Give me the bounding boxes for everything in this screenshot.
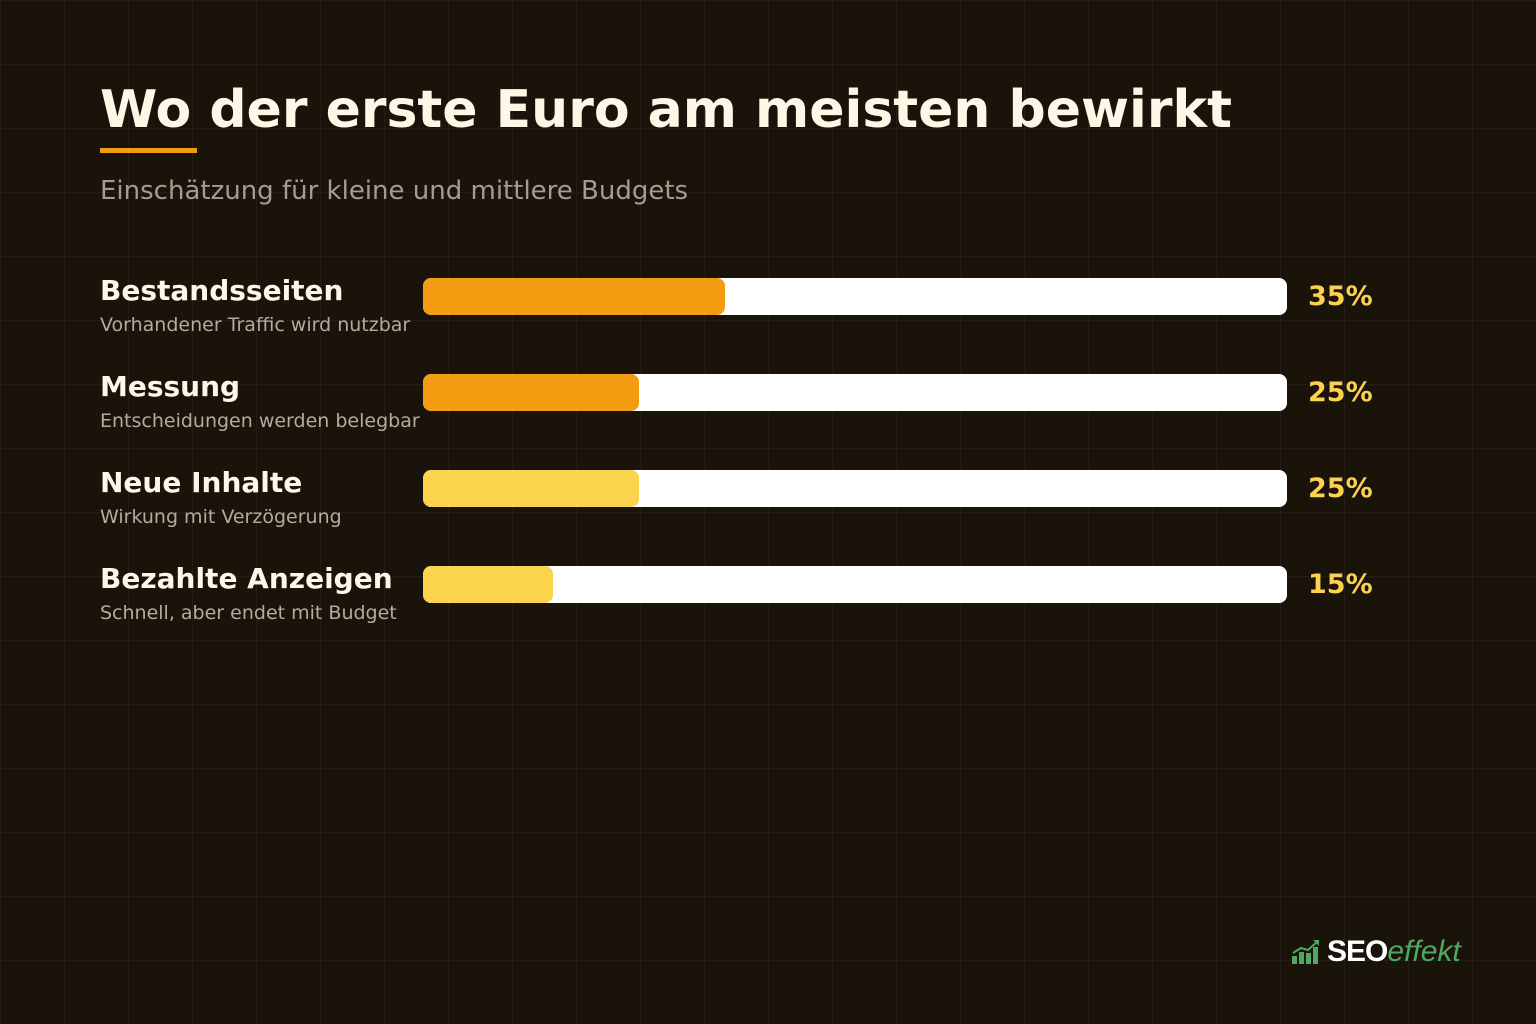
bar-fill <box>423 470 639 507</box>
bar-description: Entscheidungen werden belegbar <box>100 410 420 432</box>
bar-label: Bezahlte Anzeigen <box>100 562 393 595</box>
bar-row: Bezahlte Anzeigen Schnell, aber endet mi… <box>0 564 1536 644</box>
bar-track <box>423 278 1287 315</box>
chart-subtitle: Einschätzung für kleine und mittlere Bud… <box>100 176 689 206</box>
bar-row: Neue Inhalte Wirkung mit Verzögerung 25% <box>0 468 1536 548</box>
bar-label: Bestandsseiten <box>100 274 344 307</box>
bar-row: Bestandsseiten Vorhandener Traffic wird … <box>0 276 1536 356</box>
title-underline <box>100 148 197 153</box>
bar-label: Neue Inhalte <box>100 466 303 499</box>
bar-track <box>423 566 1287 603</box>
bar-track <box>423 470 1287 507</box>
bar-chart-icon <box>1292 940 1319 964</box>
chart-title: Wo der erste Euro am meisten bewirkt <box>100 80 1232 140</box>
bar-row: Messung Entscheidungen werden belegbar 2… <box>0 372 1536 452</box>
bar-fill <box>423 278 726 315</box>
bar-track <box>423 374 1287 411</box>
bar-description: Vorhandener Traffic wird nutzbar <box>100 314 411 336</box>
logo-text-effekt: effekt <box>1387 935 1461 968</box>
bar-fill <box>423 374 639 411</box>
logo-text-seo: SEO <box>1327 935 1388 968</box>
bar-value-label: 25% <box>1308 377 1373 408</box>
bar-value-label: 15% <box>1308 569 1373 600</box>
bar-value-label: 35% <box>1308 281 1373 312</box>
bar-fill <box>423 566 553 603</box>
bar-description: Wirkung mit Verzögerung <box>100 506 342 528</box>
bar-value-label: 25% <box>1308 473 1373 504</box>
brand-logo: SEO effekt <box>1291 932 1461 972</box>
bar-label: Messung <box>100 370 241 403</box>
bar-description: Schnell, aber endet mit Budget <box>100 602 397 624</box>
